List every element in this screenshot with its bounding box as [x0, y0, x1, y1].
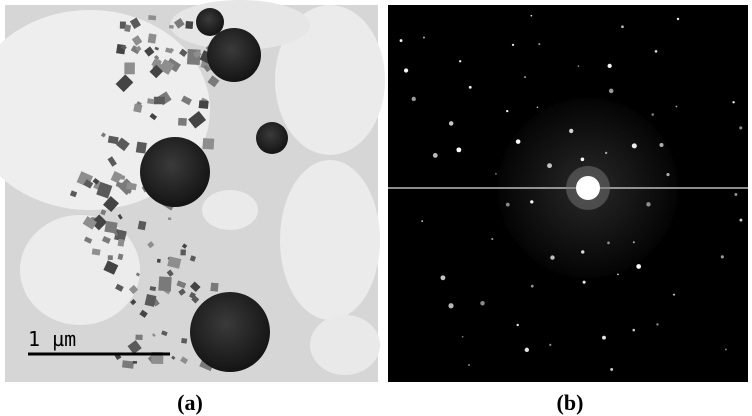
diffraction-spot [581, 158, 585, 162]
diffraction-spot [525, 348, 529, 352]
diffraction-spot [421, 220, 423, 222]
diffraction-spot [608, 64, 612, 68]
diffraction-spot [537, 107, 539, 109]
particle [148, 15, 156, 20]
particle [133, 104, 142, 113]
particle [148, 33, 157, 43]
particle [157, 259, 161, 263]
diffraction-spot [550, 255, 554, 259]
diffraction-spot [583, 281, 586, 284]
diffraction-spot [449, 121, 454, 126]
particle [203, 138, 215, 149]
diffraction-spot [651, 113, 654, 116]
particle [158, 276, 172, 291]
diffraction-spot [739, 126, 742, 129]
diffraction-spot [459, 60, 461, 62]
diffraction-spot [491, 238, 493, 240]
diffraction-spot [512, 44, 514, 46]
diffraction-spot [676, 106, 678, 108]
diffraction-spot [610, 368, 613, 371]
diffraction-spot [531, 15, 533, 17]
diffraction-spot [632, 329, 635, 332]
diffraction-spot [441, 275, 446, 280]
diffraction-spot [673, 294, 675, 296]
particle [178, 118, 187, 126]
diffraction-spot [617, 274, 619, 276]
diffraction-spot [646, 202, 650, 206]
diffraction-spot [632, 143, 637, 148]
diffraction-spot [468, 364, 470, 366]
diffraction-spot [578, 65, 580, 67]
diffraction-spot [569, 129, 573, 133]
particle [133, 361, 137, 364]
diffraction-pattern [388, 5, 748, 382]
diffraction-spot [524, 76, 526, 78]
diffraction-spot [547, 163, 552, 168]
diffraction-spot [666, 173, 669, 176]
diffraction-spot [456, 147, 461, 152]
particle [108, 255, 113, 260]
diffraction-spot [636, 264, 641, 269]
particle [169, 25, 174, 29]
particle [185, 21, 193, 29]
particle [135, 335, 142, 340]
diffraction-spot [516, 139, 521, 144]
panel-label: (b) [557, 390, 584, 415]
diffraction-spot [677, 18, 679, 20]
particle [199, 100, 209, 109]
diffraction-spot [530, 200, 533, 203]
particle [104, 221, 117, 234]
diffraction-spot [659, 143, 663, 147]
tem-image: 1 µm [0, 0, 385, 382]
diffraction-spot [655, 50, 658, 53]
diffraction-spot [609, 89, 614, 94]
diffraction-spot [549, 344, 551, 346]
diffraction-spot [633, 241, 635, 243]
diffraction-spot [412, 97, 416, 101]
diffraction-spot [448, 303, 453, 308]
particle [124, 62, 135, 74]
diffraction-spot [506, 110, 508, 112]
particle [210, 283, 218, 292]
panel-label: (a) [177, 390, 203, 415]
diffraction-spot [732, 101, 734, 103]
diffraction-spot [607, 242, 610, 245]
diffraction-spot [400, 39, 403, 42]
scale-bar-label: 1 µm [28, 327, 76, 351]
particle [180, 249, 186, 255]
diffraction-spot [538, 43, 540, 45]
particle [124, 24, 131, 32]
diffraction-spot [621, 25, 624, 28]
particle [136, 142, 147, 154]
diffraction-spot [581, 250, 584, 253]
diffraction-spot [725, 348, 727, 350]
diffraction-spot [516, 324, 518, 326]
diffraction-spot [531, 285, 534, 288]
particle [154, 97, 165, 104]
diffraction-spot [423, 36, 425, 38]
diffraction-spot [734, 193, 737, 196]
particle [168, 217, 171, 220]
diffraction-spot [404, 68, 408, 72]
diffraction-spot [433, 153, 438, 158]
diffraction-spot [656, 323, 658, 325]
figure: 1 µm (a) (b) [0, 0, 752, 416]
particle [147, 98, 154, 104]
diffraction-spot [605, 152, 607, 154]
diffraction-spot [495, 173, 497, 175]
diffraction-spot [506, 203, 510, 207]
particle [118, 239, 125, 247]
diffraction-spot [739, 219, 742, 222]
diffraction-spot [469, 86, 472, 89]
particle [122, 360, 134, 369]
diffraction-spot [462, 336, 464, 338]
particle [181, 338, 187, 344]
diffraction-spot [721, 255, 724, 258]
diffraction-spot [480, 301, 484, 305]
diffraction-spot [602, 336, 606, 340]
